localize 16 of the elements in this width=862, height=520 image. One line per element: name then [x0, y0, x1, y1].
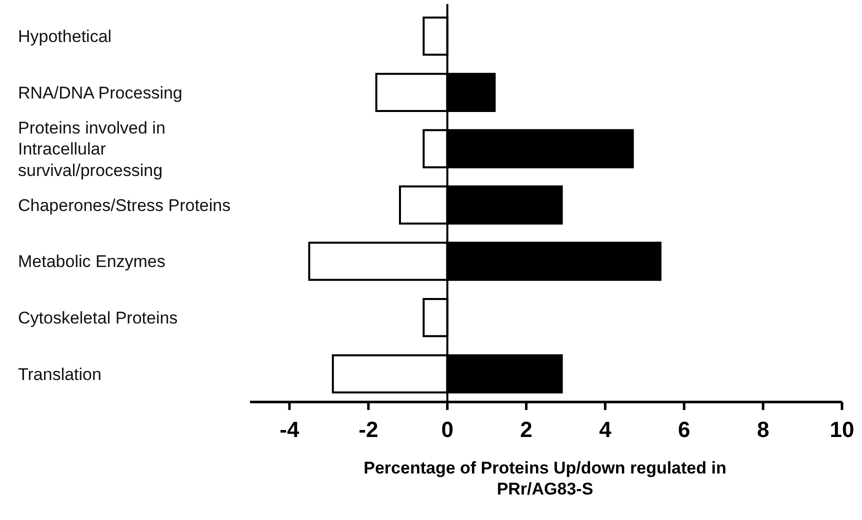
y-tick-label: Proteins involved in Intracellular survival/processing: [18, 118, 166, 180]
x-tick-label: 2: [520, 417, 532, 442]
y-tick-label: Metabolic Enzymes: [18, 252, 166, 272]
x-tick-label: -4: [280, 417, 300, 442]
y-tick-label: Chaperones/Stress Proteins: [18, 196, 231, 215]
x-tick-label: 4: [599, 417, 612, 442]
y-tick-label: RNA/DNA Processing: [18, 83, 182, 102]
x-axis-title: Percentage of Proteins Up/down regulated in PRr/AG83-S: [364, 458, 726, 499]
x-tick-label: 8: [756, 417, 770, 442]
x-tick-label: 10: [830, 417, 854, 442]
x-tick-label: 6: [678, 417, 690, 442]
y-tick-label: Hypothetical: [18, 27, 112, 46]
y-tick-label: Translation: [18, 364, 102, 384]
x-tick-label: 0: [441, 417, 454, 442]
x-tick-label: -2: [358, 417, 378, 442]
y-tick-label: Cytoskeletal Proteins: [18, 308, 178, 328]
